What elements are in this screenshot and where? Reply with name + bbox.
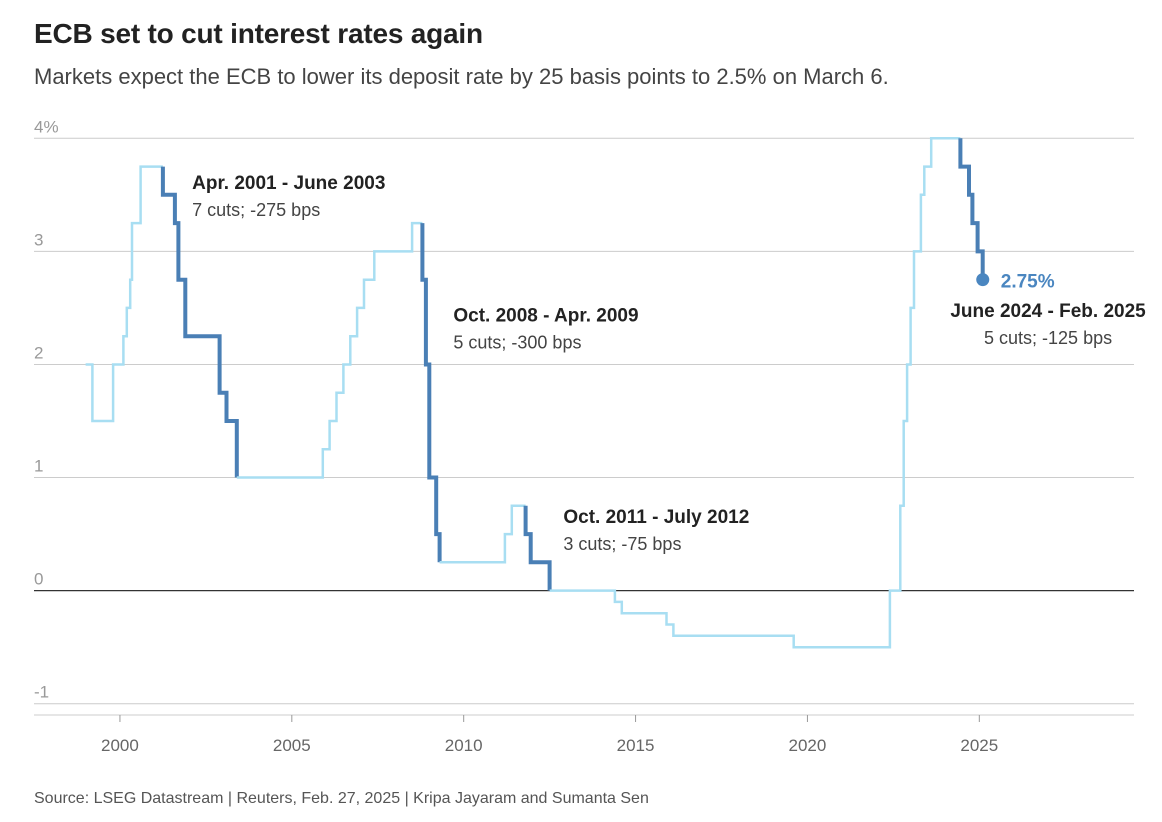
chart-subtitle: Markets expect the ECB to lower its depo… [34, 64, 889, 89]
x-tick-label: 2000 [101, 736, 139, 755]
gridlines [34, 137, 1134, 705]
rate-cut-period-line [420, 223, 442, 563]
annotation-subtitle: 7 cuts; -275 bps [192, 200, 320, 220]
annotation-title: Oct. 2011 - July 2012 [563, 507, 749, 528]
rate-line [85, 165, 163, 423]
current-rate-label: 2.75% [1001, 272, 1055, 293]
x-tick-label: 2015 [617, 736, 655, 755]
rate-cut-period-line [523, 505, 552, 591]
x-tick-label: 2005 [273, 736, 311, 755]
chart-title: ECB set to cut interest rates again [34, 18, 483, 49]
x-tick-label: 2010 [445, 736, 483, 755]
current-rate-dot [976, 273, 990, 287]
y-tick-label: 3 [34, 230, 43, 249]
x-tick-label: 2025 [960, 736, 998, 755]
x-axis: 2000 2005 2010 2015 2020 2025 [34, 714, 1134, 755]
y-tick-label: 4% [34, 117, 59, 136]
rate-cut-period-line [958, 138, 985, 280]
rate-cut-period-line [160, 166, 239, 478]
annotation-title: Apr. 2001 - June 2003 [192, 173, 385, 194]
y-tick-label: -1 [34, 683, 49, 702]
current-rate-marker: 2.75% [976, 272, 1055, 293]
annotation-subtitle: 5 cuts; -300 bps [453, 332, 581, 352]
annotation-title: Oct. 2008 - Apr. 2009 [453, 305, 638, 326]
annotation-subtitle: 5 cuts; -125 bps [984, 328, 1112, 348]
annotations: Apr. 2001 - June 2003 7 cuts; -275 bps Oct… [192, 173, 1146, 554]
source-note: Source: LSEG Datastream | Reuters, Feb. … [34, 790, 649, 807]
rate-line [549, 137, 961, 649]
x-tick-label: 2020 [789, 736, 827, 755]
y-tick-label: 1 [34, 457, 43, 476]
y-tick-label: 0 [34, 570, 43, 589]
rate-line [439, 504, 526, 564]
annotation-subtitle: 3 cuts; -75 bps [563, 534, 681, 554]
annotation-title: June 2024 - Feb. 2025 [950, 301, 1146, 322]
rate-line [236, 221, 423, 479]
y-axis-ticks: 4% 3 2 1 0 -1 [34, 117, 59, 701]
y-tick-label: 2 [34, 343, 43, 362]
rate-series [85, 137, 985, 649]
